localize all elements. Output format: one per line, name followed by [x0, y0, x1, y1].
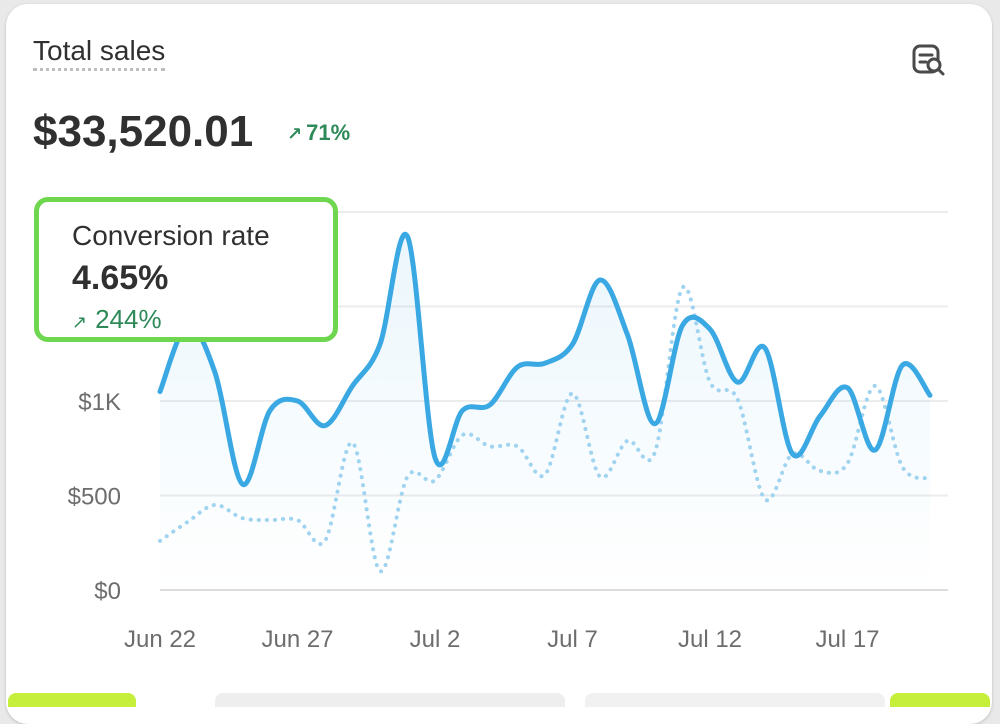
solid-series-point [350, 383, 356, 389]
next-card-edge-green [8, 693, 136, 707]
solid-series-point [900, 362, 906, 368]
dotted-series-point [927, 476, 933, 482]
solid-series-point [432, 455, 438, 461]
x-tick-label: Jun 22 [124, 626, 196, 653]
sales-line-chart[interactable]: $0$500$1K Jun 22 Jun 27 Jul 2 Jul 7 Jul 12 Ju… [0, 0, 1000, 703]
dotted-series-point [212, 502, 218, 508]
solid-series-point [652, 421, 658, 427]
x-tick-label: Jul 17 [815, 626, 879, 653]
solid-series-point [625, 332, 631, 338]
solid-series-point [762, 345, 768, 351]
dotted-series-point [267, 517, 273, 523]
tooltip-label: Conversion rate [72, 220, 270, 251]
dotted-series-point [322, 538, 328, 544]
solid-series-point [597, 277, 603, 283]
solid-series-point [487, 402, 493, 408]
dotted-series-point [515, 443, 521, 449]
tooltip-delta-text: 244% [95, 304, 162, 334]
solid-series-point [542, 360, 548, 366]
dotted-series-point [542, 472, 548, 478]
total-sales-delta-text: 71% [306, 120, 351, 145]
conversion-rate-tooltip: Conversion rate 4.65% ↗ 244% [34, 197, 338, 342]
dotted-series-point [790, 451, 796, 457]
next-card-edge-green-2 [890, 693, 990, 707]
dotted-series-point [597, 474, 603, 480]
solid-series-point [212, 370, 218, 376]
solid-series-point [157, 389, 163, 395]
y-axis-labels: $0 $500 $1K [68, 389, 121, 605]
dotted-series-point [350, 440, 356, 446]
y-tick-label: $500 [68, 484, 121, 511]
arrow-up-right-icon: ↗ [287, 124, 303, 144]
dotted-series-point [377, 568, 383, 574]
dotted-series-point [295, 517, 301, 523]
solid-series-point [817, 413, 823, 419]
dotted-series-point [240, 515, 246, 521]
dotted-series-point [405, 474, 411, 480]
dotted-series-point [680, 285, 686, 291]
chart-search-icon[interactable] [910, 40, 950, 80]
x-tick-label: Jun 27 [261, 626, 333, 653]
y-tick-label: $0 [94, 578, 121, 605]
dotted-series-point [735, 396, 741, 402]
tooltip-value: 4.65% [72, 259, 169, 297]
y-tick-label: $1K [78, 389, 121, 416]
solid-series-point [680, 322, 686, 328]
solid-series-point [927, 392, 933, 398]
dotted-series-point [845, 460, 851, 466]
primary-series-area [160, 234, 930, 590]
tooltip-delta: ↗ 244% [72, 304, 162, 337]
solid-series-point [570, 341, 576, 347]
solid-series-point [322, 423, 328, 429]
card-title[interactable]: Total sales [33, 36, 166, 71]
next-card-edge-gray-2 [585, 693, 885, 707]
solid-series-point [240, 481, 246, 487]
dotted-series-point [762, 496, 768, 502]
total-sales-value: $33,520.01 [33, 107, 254, 156]
dotted-series-point [432, 477, 438, 483]
x-tick-label: Jul 7 [547, 626, 598, 653]
dotted-series-point [570, 390, 576, 396]
dotted-series-point [487, 443, 493, 449]
solid-series-point [267, 408, 273, 414]
solid-series-point [515, 364, 521, 370]
dotted-series-point [817, 468, 823, 474]
dotted-series-point [652, 449, 658, 455]
arrow-up-right-icon: ↗ [72, 312, 88, 332]
solid-series-point [377, 341, 383, 347]
x-tick-label: Jul 2 [410, 626, 461, 653]
solid-series-point [460, 408, 466, 414]
solid-series-point [295, 398, 301, 404]
dotted-series-point [707, 379, 713, 385]
x-tick-label: Jul 12 [678, 626, 742, 653]
dotted-series-point [872, 383, 878, 389]
x-axis-labels: Jun 22 Jun 27 Jul 2 Jul 7 Jul 12 Jul 17 [124, 626, 880, 653]
primary-series-line [157, 231, 933, 487]
solid-series-point [707, 326, 713, 332]
solid-series-point [405, 234, 411, 240]
solid-series-point [735, 379, 741, 385]
dotted-series-point [185, 519, 191, 525]
solid-series-point [872, 447, 878, 453]
dotted-series-point [625, 438, 631, 444]
dotted-series-point [157, 538, 163, 544]
dotted-series-point [900, 464, 906, 470]
total-sales-delta: ↗ 71% [287, 118, 350, 149]
dotted-series-point [460, 432, 466, 438]
next-card-edge-gray [215, 693, 565, 707]
solid-series-point [845, 385, 851, 391]
